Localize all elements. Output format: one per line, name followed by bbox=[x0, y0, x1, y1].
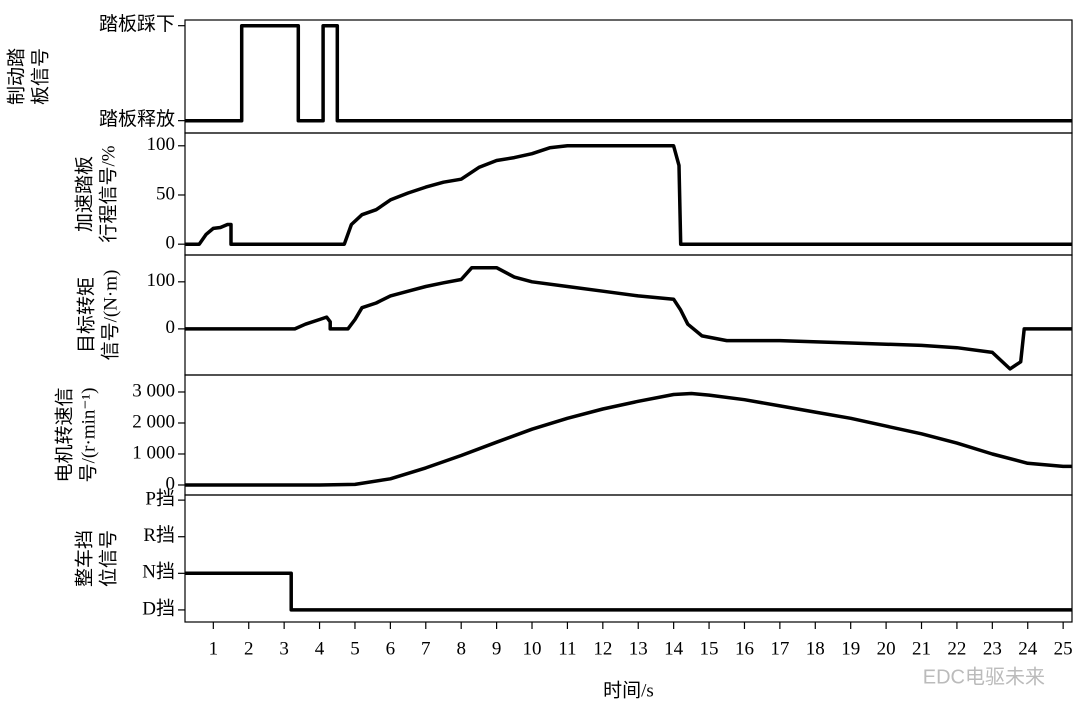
panel-frame bbox=[184, 132, 1073, 256]
signal-line bbox=[185, 571, 1072, 612]
signal-line bbox=[185, 23, 1072, 123]
y-axis-label: 制动踏 bbox=[5, 48, 27, 105]
y-axis-label: 板信号 bbox=[29, 48, 51, 105]
y-tick-label: P挡 bbox=[145, 487, 175, 509]
x-tick-label: 23 bbox=[983, 638, 1002, 659]
x-axis-label: 时间/s bbox=[603, 679, 654, 701]
x-tick-label: 24 bbox=[1018, 638, 1038, 659]
x-tick-label: 4 bbox=[315, 638, 325, 659]
x-tick-label: 3 bbox=[279, 638, 289, 659]
y-tick-label: 2 000 bbox=[132, 411, 175, 432]
y-tick-label: 踏板踩下 bbox=[99, 13, 175, 35]
x-tick-label: 7 bbox=[421, 638, 431, 659]
x-tick-label: 22 bbox=[947, 638, 966, 659]
y-tick-label: 3 000 bbox=[132, 380, 175, 401]
y-tick-label: N挡 bbox=[142, 561, 175, 583]
x-tick-label: 11 bbox=[558, 638, 576, 659]
y-axis-label: 信号/(N·m) bbox=[99, 270, 121, 361]
x-tick-label: 18 bbox=[806, 638, 825, 659]
y-tick-label: 0 bbox=[166, 317, 176, 338]
y-tick-label: 踏板释放 bbox=[99, 108, 175, 130]
x-tick-label: 13 bbox=[629, 638, 648, 659]
x-tick-label: 20 bbox=[877, 638, 896, 659]
x-tick-label: 17 bbox=[770, 638, 789, 659]
y-tick-label: 1 000 bbox=[132, 442, 175, 463]
y-axis-label: 位信号 bbox=[97, 530, 119, 587]
y-tick-label: R挡 bbox=[143, 524, 175, 546]
y-axis-label: 号/(r·min⁻¹) bbox=[78, 388, 99, 483]
x-tick-label: 8 bbox=[456, 638, 466, 659]
x-tick-label: 25 bbox=[1054, 638, 1073, 659]
signal-line bbox=[185, 265, 1072, 371]
y-axis-label: 行程信号/% bbox=[97, 145, 119, 242]
y-tick-label: 100 bbox=[147, 270, 176, 291]
signal-line bbox=[185, 391, 1072, 487]
y-tick-label: 0 bbox=[166, 473, 176, 494]
x-tick-label: 12 bbox=[593, 638, 612, 659]
x-tick-label: 14 bbox=[664, 638, 684, 659]
panel-frame bbox=[184, 494, 1073, 623]
x-tick-label: 1 bbox=[209, 638, 219, 659]
y-axis-label: 电机转速信 bbox=[53, 387, 75, 482]
panel-frame bbox=[184, 254, 1073, 376]
x-tick-label: 15 bbox=[700, 638, 719, 659]
x-tick-label: 21 bbox=[912, 638, 931, 659]
x-tick-label: 6 bbox=[386, 638, 396, 659]
signal-line bbox=[185, 144, 1072, 246]
y-tick-label: 0 bbox=[166, 233, 176, 254]
y-tick-label: D挡 bbox=[142, 597, 175, 619]
y-tick-label: 100 bbox=[147, 134, 176, 155]
panel-frame bbox=[184, 19, 1073, 134]
y-axis-label: 目标转矩 bbox=[75, 277, 97, 353]
x-tick-label: 16 bbox=[735, 638, 754, 659]
x-tick-label: 2 bbox=[244, 638, 254, 659]
watermark: EDC电驱未来 bbox=[923, 665, 1045, 688]
x-tick-label: 5 bbox=[350, 638, 360, 659]
x-tick-label: 9 bbox=[492, 638, 502, 659]
y-axis-label: 整车挡 bbox=[73, 530, 95, 587]
y-axis-label: 加速踏板 bbox=[73, 156, 95, 232]
panel-frame bbox=[184, 374, 1073, 496]
y-tick-label: 50 bbox=[156, 183, 175, 204]
x-tick-label: 10 bbox=[523, 638, 542, 659]
x-tick-label: 19 bbox=[841, 638, 860, 659]
